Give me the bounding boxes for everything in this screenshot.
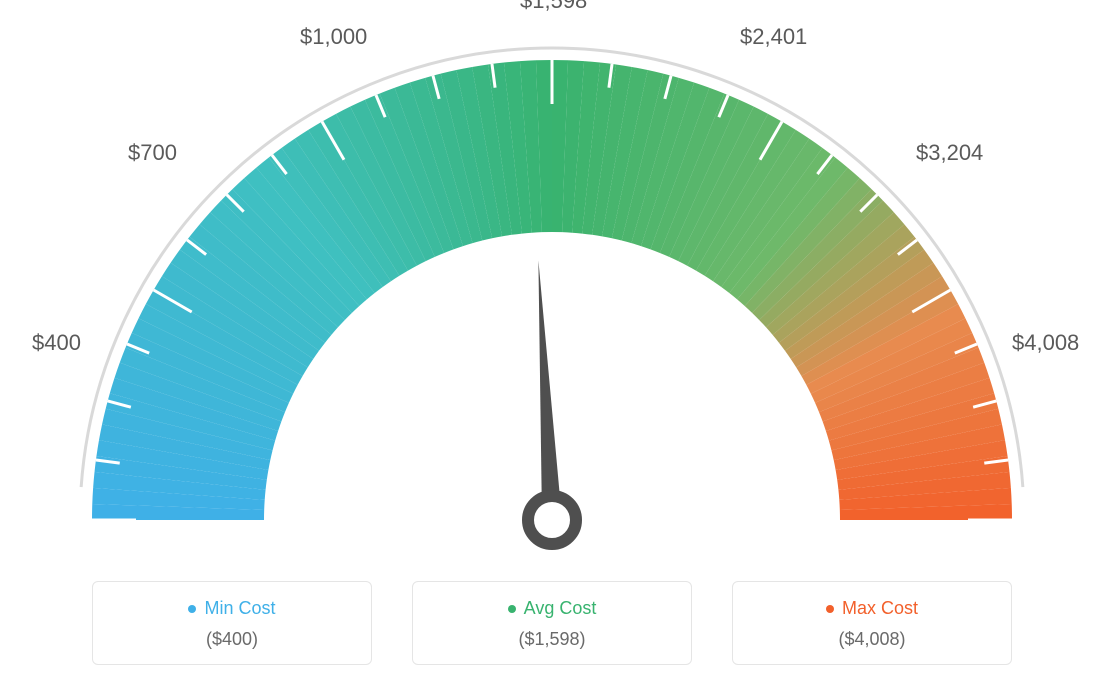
legend-title: Max Cost (826, 598, 918, 619)
tick-label: $1,598 (520, 0, 587, 14)
legend-card: Avg Cost ($1,598) (412, 581, 692, 665)
tick-label: $1,000 (300, 24, 367, 50)
gauge-svg (0, 0, 1104, 560)
legend-dot-icon (188, 605, 196, 613)
gauge-area: $400 $700 $1,000 $1,598 $2,401 $3,204 $4,008 (0, 0, 1104, 560)
legend-label-text: Min Cost (204, 598, 275, 619)
legend-dot-icon (508, 605, 516, 613)
tick-label: $700 (128, 140, 177, 166)
tick-label: $4,008 (1012, 330, 1079, 356)
gauge-needle (538, 260, 562, 520)
gauge-hub (528, 496, 576, 544)
legend-value: ($1,598) (423, 629, 681, 650)
legend-value: ($4,008) (743, 629, 1001, 650)
tick-label: $400 (32, 330, 81, 356)
legend-title: Min Cost (188, 598, 275, 619)
legend-dot-icon (826, 605, 834, 613)
legend-card: Min Cost ($400) (92, 581, 372, 665)
legend-label-text: Max Cost (842, 598, 918, 619)
legend-label-text: Avg Cost (524, 598, 597, 619)
legend-row: Min Cost ($400) Avg Cost ($1,598) Max Cost ($… (0, 581, 1104, 665)
legend-value: ($400) (103, 629, 361, 650)
tick-label: $3,204 (916, 140, 983, 166)
tick-label: $2,401 (740, 24, 807, 50)
legend-card: Max Cost ($4,008) (732, 581, 1012, 665)
cost-gauge-chart: $400 $700 $1,000 $1,598 $2,401 $3,204 $4,008 M… (0, 0, 1104, 690)
legend-title: Avg Cost (508, 598, 597, 619)
